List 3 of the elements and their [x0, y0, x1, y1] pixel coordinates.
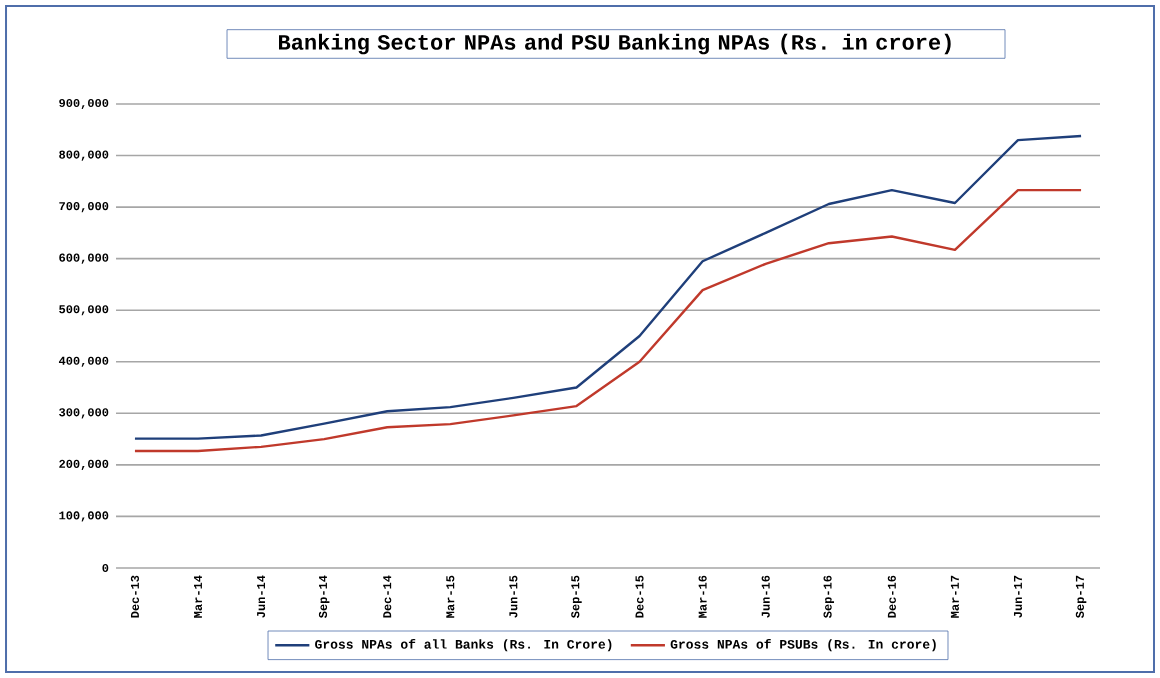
line-series [133, 188, 1083, 453]
line-series [133, 134, 1083, 440]
chart-title: Banking Sector NPAs and PSU Banking NPAs (Rs. in crore) [279, 33, 951, 55]
